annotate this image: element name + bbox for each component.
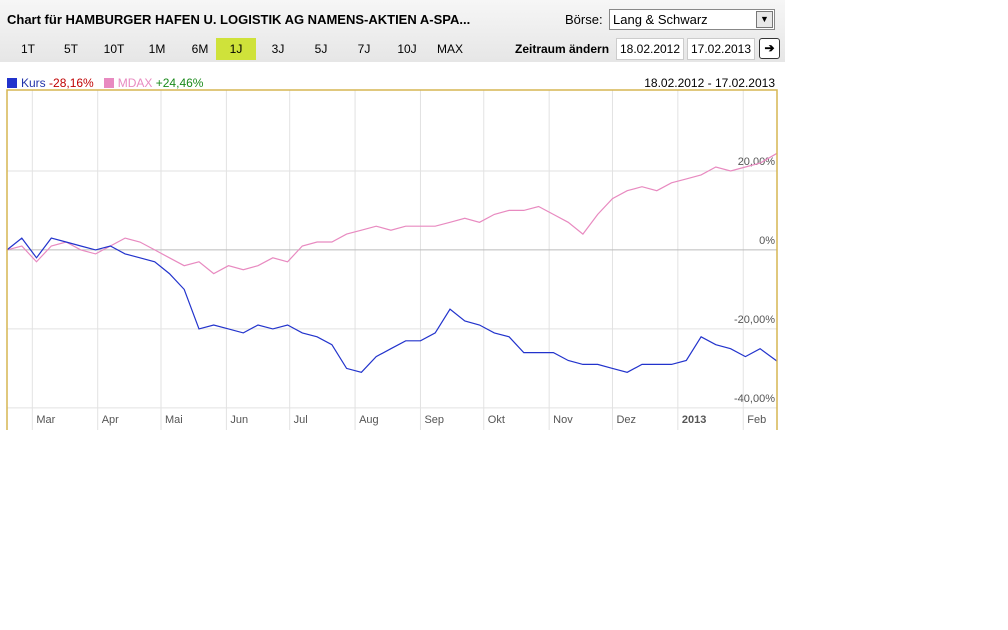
- legend-change: -28,16%: [49, 76, 94, 90]
- y-tick-label: -40,00%: [734, 393, 775, 405]
- x-tick-label: Feb: [747, 414, 766, 426]
- date-range: 18.02.2012 - 17.02.2013: [644, 76, 775, 90]
- range-button[interactable]: 6M: [191, 42, 209, 56]
- exchange-value: Lang & Schwarz: [613, 12, 708, 27]
- x-tick-label: 2013: [682, 414, 706, 426]
- exchange-select[interactable]: Lang & Schwarz ▼: [609, 9, 775, 30]
- x-tick-label: Aug: [359, 414, 379, 426]
- legend-change: +24,46%: [155, 76, 204, 90]
- period-label: Zeitraum ändern: [515, 42, 610, 56]
- y-tick-label: 0%: [759, 235, 775, 247]
- range-button[interactable]: 1M: [148, 42, 166, 56]
- x-tick-label: Okt: [488, 414, 505, 426]
- date-from[interactable]: 18.02.2012: [616, 38, 684, 60]
- range-button[interactable]: MAX: [436, 42, 463, 56]
- legend-name: Kurs: [21, 76, 46, 90]
- x-tick-label: Jul: [294, 414, 308, 426]
- legend-swatch: [103, 78, 114, 88]
- range-button[interactable]: 5T: [63, 42, 78, 56]
- series-line: [6, 237, 778, 373]
- title: Chart für HAMBURGER HAFEN U. LOGISTIK AG…: [7, 12, 471, 27]
- x-tick-label: Jun: [230, 414, 248, 426]
- x-tick-label: Mar: [36, 414, 55, 426]
- range-button[interactable]: 3J: [271, 42, 285, 56]
- legend-swatch: [7, 78, 17, 88]
- y-tick-label: -20,00%: [734, 314, 775, 326]
- plot-border: [6, 89, 778, 430]
- go-button[interactable]: ➔: [759, 38, 780, 59]
- series-line: [6, 152, 778, 275]
- x-tick-label: Apr: [102, 414, 119, 426]
- legend-entry: MDAX +24,46%: [103, 76, 204, 90]
- range-button[interactable]: 10J: [397, 42, 417, 56]
- x-tick-label: Nov: [553, 414, 573, 426]
- exchange-label: Börse:: [565, 12, 603, 27]
- toolbar: Chart für HAMBURGER HAFEN U. LOGISTIK AG…: [0, 0, 785, 62]
- legend: Kurs -28,16% MDAX +24,46%: [7, 76, 213, 90]
- x-tick-label: Dez: [616, 414, 636, 426]
- date-to[interactable]: 17.02.2013: [687, 38, 755, 60]
- chart: Mar Apr Mai Jun Jul Aug Sep Okt Nov Dez 2013 Feb 20,…: [6, 89, 778, 430]
- chart-widget: Chart für HAMBURGER HAFEN U. LOGISTIK AG…: [0, 0, 785, 430]
- range-button[interactable]: 5J: [314, 42, 328, 56]
- legend-entry: Kurs -28,16%: [7, 76, 94, 90]
- x-tick-label: Mai: [165, 414, 183, 426]
- range-button[interactable]: 1T: [20, 42, 35, 56]
- x-tick-label: Sep: [424, 414, 444, 426]
- range-button[interactable]: 10T: [103, 42, 125, 56]
- range-button[interactable]: 1J: [216, 38, 256, 60]
- y-tick-label: 20,00%: [738, 156, 776, 168]
- dropdown-arrow[interactable]: ▼: [756, 11, 773, 28]
- range-button[interactable]: 7J: [357, 42, 371, 56]
- legend-name: MDAX: [117, 76, 153, 90]
